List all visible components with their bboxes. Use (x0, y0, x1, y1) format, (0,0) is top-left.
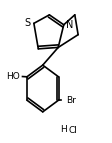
Text: S: S (25, 18, 31, 28)
Text: HO: HO (6, 72, 19, 81)
Text: Br: Br (66, 96, 76, 105)
Text: N: N (66, 20, 73, 30)
Text: Cl: Cl (68, 126, 77, 135)
Text: H: H (60, 125, 67, 134)
